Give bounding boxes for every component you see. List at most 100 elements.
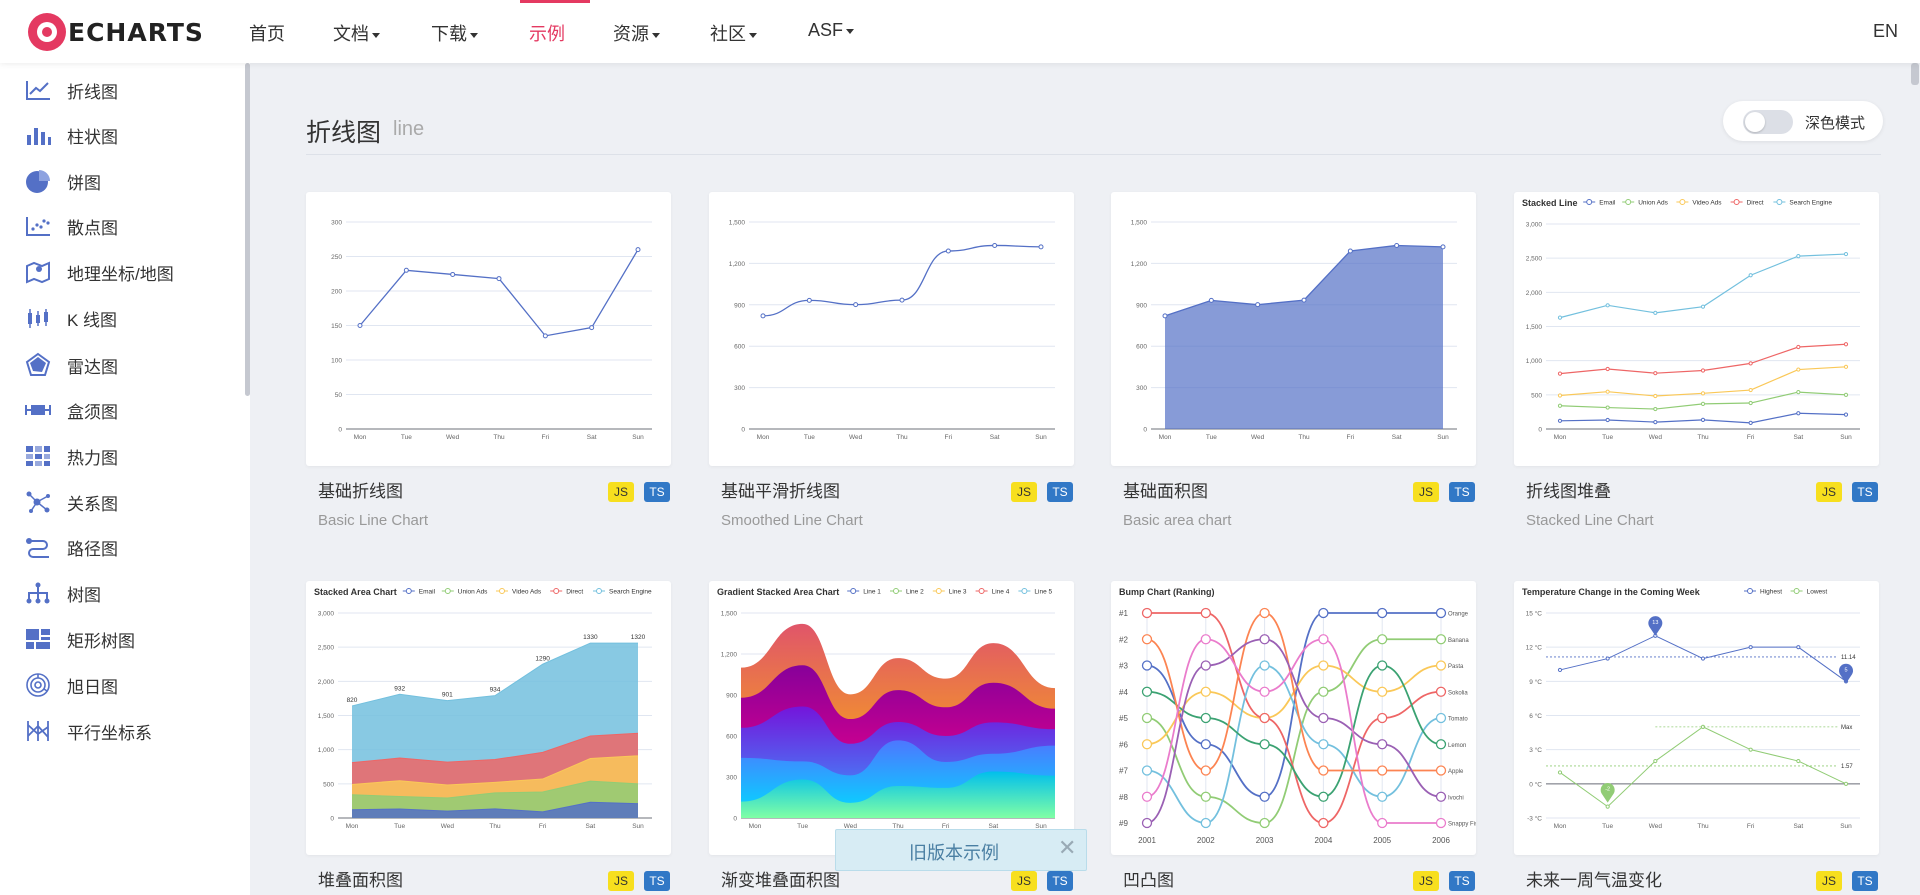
nav-docs[interactable]: 文档 [333,20,380,46]
ts-badge[interactable]: TS [1852,482,1878,502]
series-end-label: Tomato [1448,717,1468,723]
old-version-label[interactable]: 旧版本示例 [909,843,999,863]
language-switch[interactable]: EN [1872,21,1898,41]
chart-thumbnail[interactable]: Gradient Stacked Area Chart Line 1 Line 2 L… [709,581,1074,855]
js-badge[interactable]: JS [1413,482,1439,502]
data-point [1748,387,1753,393]
data-point [1141,660,1153,671]
data-point [1700,391,1706,396]
sidebar-item-candlestick[interactable]: K 线图 [24,303,117,333]
nav-examples[interactable]: 示例 [529,20,565,46]
sidebar-item-boxplot[interactable]: 盒须图 [24,395,118,425]
chart-thumbnail[interactable]: Stacked Area Chart Email Union Ads Video Ad… [306,581,671,855]
sidebar-item-heatmap[interactable]: 热力图 [24,441,118,471]
y-tick-label: 0 °C [1529,780,1542,788]
js-badge[interactable]: JS [1816,871,1842,891]
chart-thumbnail[interactable]: Bump Chart (Ranking) #1 #2 #3 #4 #5 #6 #7 #8 #9 20… [1111,581,1476,855]
area-fill [352,802,638,818]
echarts-logo[interactable]: ECHARTS [28,12,204,52]
x-tick-label: Thu [1697,823,1709,830]
card-title[interactable]: 未来一周气温变化 [1526,871,1662,890]
old-version-banner[interactable]: 旧版本示例 ✕ [835,829,1087,871]
js-badge[interactable]: JS [1816,482,1842,502]
chart-thumbnail[interactable]: 0 300 600 900 1,200 1,500 Mon Tue Wed Thu Fri Sat Su… [709,192,1074,466]
sidebar-item-treemap[interactable]: 矩形树图 [24,624,135,654]
x-tick-label: Thu [493,434,505,441]
y-tick-label: 900 [1136,302,1147,309]
ts-badge[interactable]: TS [1047,482,1073,502]
card-title[interactable]: 堆叠面积图 [318,871,403,890]
data-point [1653,419,1658,425]
sidebar-item-lines[interactable]: 路径图 [24,532,118,562]
close-icon[interactable]: ✕ [1058,835,1077,860]
data-point [1605,366,1610,372]
x-tick-label: Thu [1298,434,1310,441]
nav-label: 首页 [249,24,285,44]
x-tick-label: Fri [1347,434,1355,441]
toggle-switch[interactable] [1743,110,1793,134]
ts-badge[interactable]: TS [644,482,670,502]
js-badge[interactable]: JS [1011,482,1037,502]
x-tick-label: Fri [1747,823,1755,830]
js-badge[interactable]: JS [608,871,634,891]
data-point [1318,712,1329,724]
ts-badge[interactable]: TS [644,871,670,891]
sidebar-item-bar-chart[interactable]: 柱状图 [24,120,118,150]
sidebar-item-graph[interactable]: 关系图 [24,487,118,517]
ts-badge[interactable]: TS [1449,871,1475,891]
js-badge[interactable]: JS [1011,871,1037,891]
sidebar-item-parallel[interactable]: 平行坐标系 [24,716,152,746]
js-badge[interactable]: JS [608,482,634,502]
data-point [1141,791,1153,802]
x-tick-label: Wed [446,434,460,441]
ts-badge[interactable]: TS [1047,871,1073,891]
data-point [1141,607,1153,619]
nav-download[interactable]: 下载 [431,20,478,46]
sidebar-scrollbar[interactable] [245,63,250,396]
series-end-label: Snappy Fish [1448,822,1476,828]
js-badge[interactable]: JS [1413,871,1439,891]
ts-badge[interactable]: TS [1449,482,1475,502]
dark-mode-toggle[interactable]: 深色模式 [1723,101,1883,141]
sidebar-item-scatter-chart[interactable]: 散点图 [24,211,118,241]
sidebar-item-tree[interactable]: 树图 [24,578,101,608]
card-subtitle: Basic area chart [1123,512,1232,529]
y-tick-label: #7 [1119,767,1128,776]
chart-thumbnail[interactable]: 0 50 100 150 200 250 300 Mon Tue Wed Thu Fri Sat Sun [306,192,671,466]
chart-thumbnail[interactable]: Stacked Line Email Union Ads Video Ads Direc… [1514,192,1879,466]
nav-community[interactable]: 社区 [710,20,757,46]
y-tick-label: 200 [331,289,342,296]
data-point [1796,390,1801,395]
card-title[interactable]: 基础平滑折线图 [721,482,840,501]
ts-badge[interactable]: TS [1852,871,1878,891]
nav-asf[interactable]: ASF [808,20,855,41]
nav-home[interactable]: 首页 [249,20,285,46]
legend-label: Video Ads [512,589,542,596]
sidebar-item-map[interactable]: 地理坐标/地图 [24,257,174,287]
map-icon [24,258,52,286]
chart-thumbnail[interactable]: Temperature Change in the Coming Week Hig… [1514,581,1879,855]
data-point [496,276,502,282]
sidebar-item-radar[interactable]: 雷达图 [24,350,118,380]
chart-thumbnail[interactable]: 0 300 600 900 1,200 1,500 Mon Tue Wed Thu Fri Sat Su… [1111,192,1476,466]
card-title[interactable]: 渐变堆叠面积图 [721,871,840,890]
x-tick-label: Thu [896,434,908,441]
y-tick-label: 3 °C [1529,746,1542,754]
card-title[interactable]: 折线图堆叠 [1526,482,1611,501]
page-scrollbar[interactable] [1911,63,1919,85]
sidebar-item-pie-chart[interactable]: 饼图 [24,166,101,196]
nav-resources[interactable]: 资源 [613,20,660,46]
card-title[interactable]: 凹凸图 [1123,871,1174,890]
sidebar-item-line-chart[interactable]: 折线图 [24,75,118,105]
lines-icon [24,533,52,561]
candlestick-icon [24,304,52,332]
x-tick-label: 2002 [1197,836,1215,845]
card-title[interactable]: 基础面积图 [1123,482,1208,501]
series-line [1146,638,1441,824]
y-tick-label: 6 °C [1529,712,1542,720]
legend-marker [499,588,505,594]
card-title[interactable]: 基础折线图 [318,482,403,501]
sidebar-item-sunburst[interactable]: 旭日图 [24,670,118,700]
treemap-icon [24,625,52,653]
y-tick-label: 3,000 [1526,222,1543,229]
